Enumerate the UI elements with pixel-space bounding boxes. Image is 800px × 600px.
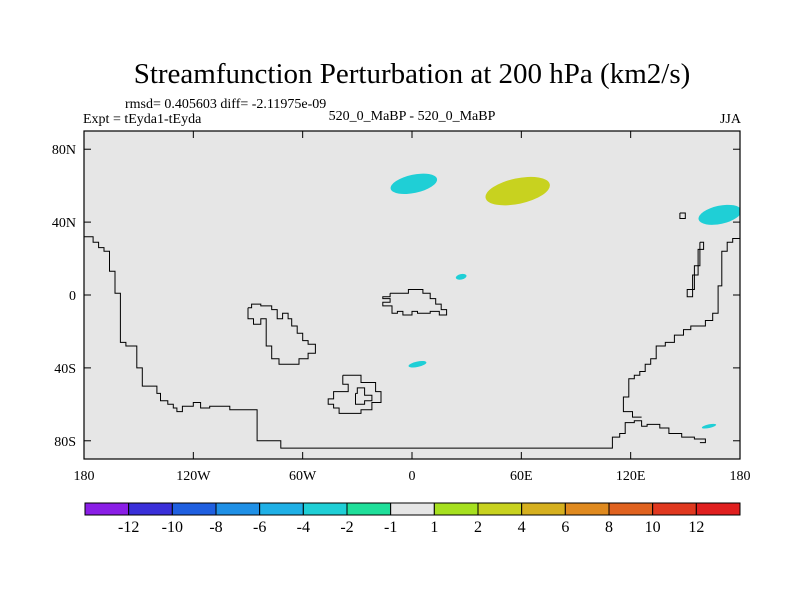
experiment-subtitle: Expt = tEyda1-tEyda [83,112,202,127]
anomaly-blob [390,173,438,195]
colorbar-label: -12 [118,519,139,536]
coastline [679,212,686,219]
y-tick-label: 80N [52,143,76,158]
colorbar: -12 -10 -8 -6 -4 -2 -1 1 2 4 6 8 10 12 [84,502,741,536]
colorbar-label: 10 [645,519,661,536]
anomaly-blob [408,360,427,368]
y-axis: 80N 40N 0 40S 80S [52,143,740,450]
coastline [247,303,316,365]
x-tick-label: 0 [409,469,416,484]
x-tick-label: 180 [730,469,751,484]
stats-subtitle: rmsd= 0.405603 diff= -2.11975e-09 [125,97,326,112]
colorbar-label: -10 [162,519,183,536]
anomaly-blob [698,204,740,225]
y-tick-label: 80S [54,435,76,450]
colorbar-label: 6 [561,519,569,536]
x-tick-label: 60W [289,469,317,484]
colorbar-label: -8 [209,519,222,536]
colorbar-swatch [215,502,261,516]
colorbar-label: -2 [340,519,353,536]
x-tick-label: 60E [510,469,533,484]
colorbar-swatch [302,502,348,516]
x-axis: 180 120W 60W 0 60E 120E 180 [74,131,751,484]
colorbar-swatch [346,502,392,516]
coastline [84,236,706,449]
chart-title: Streamfunction Perturbation at 200 hPa (… [134,58,691,90]
center-subtitle: 520_0_MaBP - 520_0_MaBP [329,109,496,124]
colorbar-swatch [390,502,435,516]
colorbar-label: 1 [430,519,438,536]
anomaly-blob [455,273,467,280]
colorbar-label: -6 [253,519,266,536]
colorbar-label: 8 [605,519,613,536]
anomaly-contours [390,173,740,429]
colorbar-label: 2 [474,519,482,536]
colorbar-swatch [521,502,566,516]
colorbar-swatch [84,502,130,516]
coastline [686,241,705,298]
x-tick-label: 120W [176,469,211,484]
colorbar-swatch [477,502,523,516]
colorbar-label: 12 [688,519,704,536]
colorbar-label: -4 [297,519,310,536]
colorbar-swatch [652,502,697,516]
x-tick-label: 180 [74,469,95,484]
colorbar-swatch [608,502,654,516]
colorbar-label: -1 [384,519,397,536]
anomaly-blob [485,176,550,206]
coastlines [84,212,740,449]
colorbar-swatch [171,502,217,516]
coastline [327,374,382,414]
x-tick-label: 120E [616,469,646,484]
colorbar-swatch [695,502,741,516]
y-tick-label: 0 [69,289,76,304]
y-tick-label: 40N [52,216,76,231]
colorbar-swatch [564,502,610,516]
colorbar-swatch [433,502,479,516]
coastline [622,238,740,418]
colorbar-swatch [259,502,304,516]
anomaly-blob [701,423,717,429]
coastline [355,387,373,405]
colorbar-label: 4 [518,519,526,536]
y-tick-label: 40S [54,362,76,377]
colorbar-swatch [128,502,173,516]
season-label: JJA [720,112,742,127]
coastline [382,289,448,316]
